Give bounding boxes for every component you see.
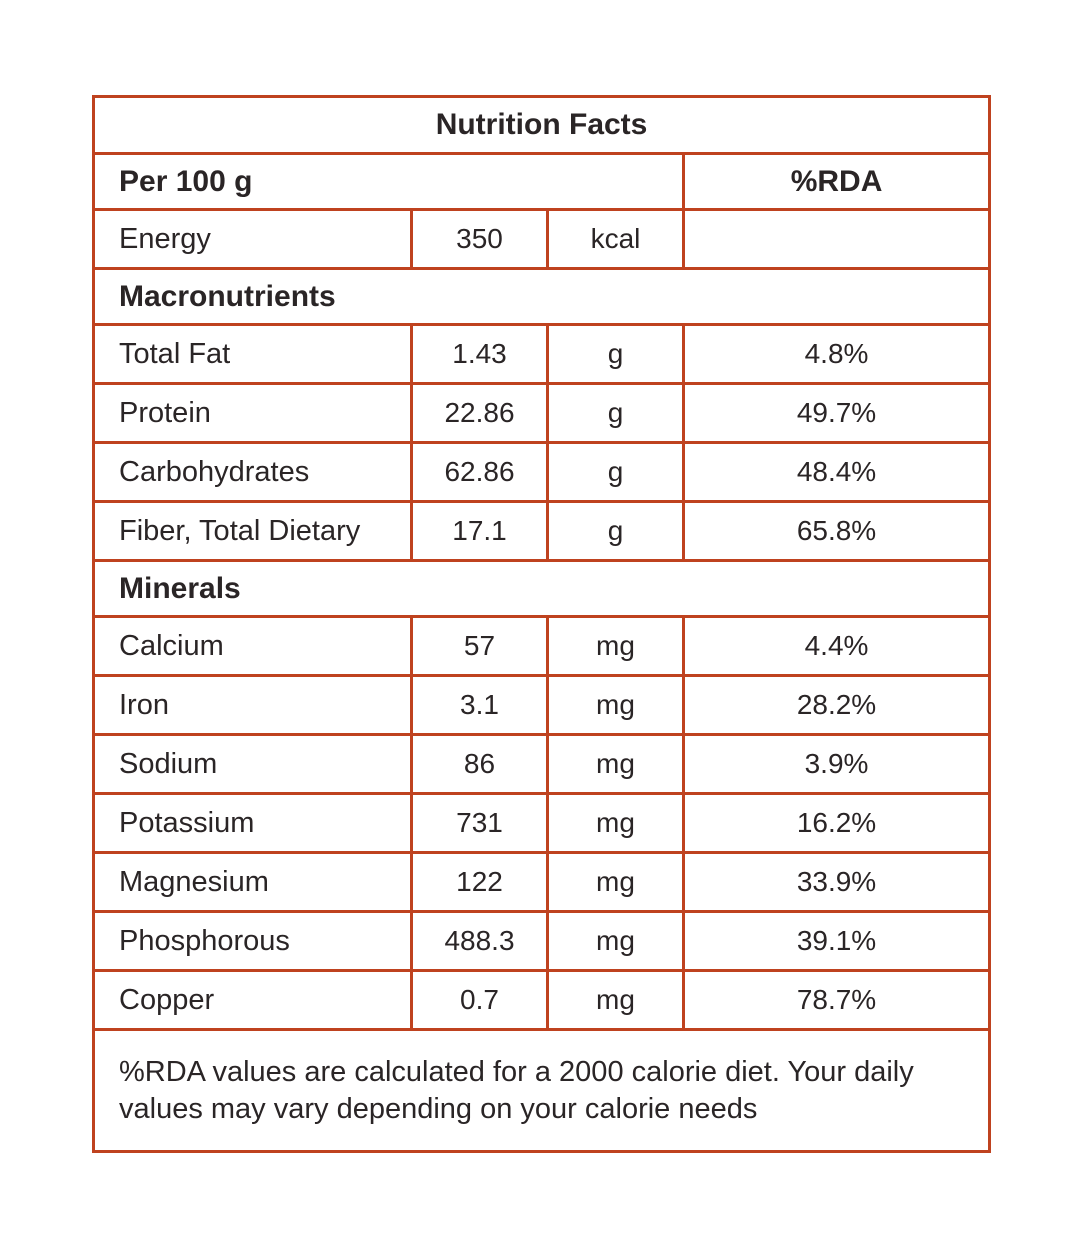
section-heading: Minerals [91,559,992,618]
rda-footnote: %RDA values are calculated for a 2000 ca… [91,1028,992,1153]
nutrient-rda: 4.4% [681,615,992,677]
section-header-macronutrients: Macronutrients [91,267,992,326]
nutrient-rda: 4.8% [681,323,992,385]
nutrient-unit: mg [546,615,685,677]
nutrient-value: 3.1 [410,674,549,736]
nutrient-label: Protein [92,382,413,444]
nutrient-value: 57 [410,615,549,677]
nutrient-value: 488.3 [410,910,549,972]
table-row-total-fat: Total Fat 1.43 g 4.8% [92,323,992,385]
nutrient-rda: 16.2% [681,792,992,854]
table-row-carbohydrates: Carbohydrates 62.86 g 48.4% [92,441,992,503]
nutrient-unit: g [546,500,685,562]
nutrient-rda: 33.9% [681,851,992,913]
nutrient-unit: g [546,441,685,503]
nutrient-unit: g [546,323,685,385]
nutrient-unit: mg [546,910,685,972]
nutrient-unit: mg [546,674,685,736]
nutrient-unit: g [546,382,685,444]
nutrient-label: Energy [92,208,413,270]
table-row-energy: Energy 350 kcal [92,208,992,270]
footnote-row: %RDA values are calculated for a 2000 ca… [91,1028,992,1153]
nutrient-unit: mg [546,851,685,913]
nutrient-label: Carbohydrates [92,441,413,503]
nutrient-rda: 3.9% [681,733,992,795]
rda-column-header: %RDA [681,152,992,211]
nutrient-value: 22.86 [410,382,549,444]
column-header-row: Per 100 g %RDA [92,152,992,211]
nutrient-rda: 49.7% [681,382,992,444]
table-row-calcium: Calcium 57 mg 4.4% [92,615,992,677]
section-heading: Macronutrients [91,267,992,326]
nutrient-label: Potassium [92,792,413,854]
nutrient-rda [681,208,992,270]
nutrient-label: Sodium [92,733,413,795]
serving-size-header: Per 100 g [92,152,685,211]
table-row-phosphorous: Phosphorous 488.3 mg 39.1% [92,910,992,972]
table-row-protein: Protein 22.86 g 49.7% [92,382,992,444]
nutrient-value: 17.1 [410,500,549,562]
table-row-copper: Copper 0.7 mg 78.7% [92,969,992,1031]
nutrient-unit: mg [546,733,685,795]
nutrient-value: 122 [410,851,549,913]
section-header-minerals: Minerals [91,559,992,618]
nutrient-label: Iron [92,674,413,736]
nutrient-value: 731 [410,792,549,854]
nutrition-facts-table: Nutrition Facts Per 100 g %RDA Energy 35… [91,95,992,1153]
title-row: Nutrition Facts [91,95,992,155]
nutrient-value: 350 [410,208,549,270]
nutrient-label: Phosphorous [92,910,413,972]
table-row-fiber: Fiber, Total Dietary 17.1 g 65.8% [92,500,992,562]
nutrient-rda: 65.8% [681,500,992,562]
nutrient-value: 62.86 [410,441,549,503]
nutrient-rda: 39.1% [681,910,992,972]
nutrient-value: 1.43 [410,323,549,385]
nutrient-value: 0.7 [410,969,549,1031]
table-title: Nutrition Facts [91,95,992,155]
nutrient-value: 86 [410,733,549,795]
nutrient-rda: 48.4% [681,441,992,503]
nutrient-label: Copper [92,969,413,1031]
nutrient-rda: 78.7% [681,969,992,1031]
nutrient-label: Total Fat [92,323,413,385]
nutrient-unit: mg [546,792,685,854]
table-row-sodium: Sodium 86 mg 3.9% [92,733,992,795]
table-row-potassium: Potassium 731 mg 16.2% [92,792,992,854]
nutrient-label: Magnesium [92,851,413,913]
nutrient-unit: mg [546,969,685,1031]
nutrient-unit: kcal [546,208,685,270]
nutrient-rda: 28.2% [681,674,992,736]
table-row-iron: Iron 3.1 mg 28.2% [92,674,992,736]
nutrient-label: Calcium [92,615,413,677]
table-row-magnesium: Magnesium 122 mg 33.9% [92,851,992,913]
nutrient-label: Fiber, Total Dietary [92,500,413,562]
